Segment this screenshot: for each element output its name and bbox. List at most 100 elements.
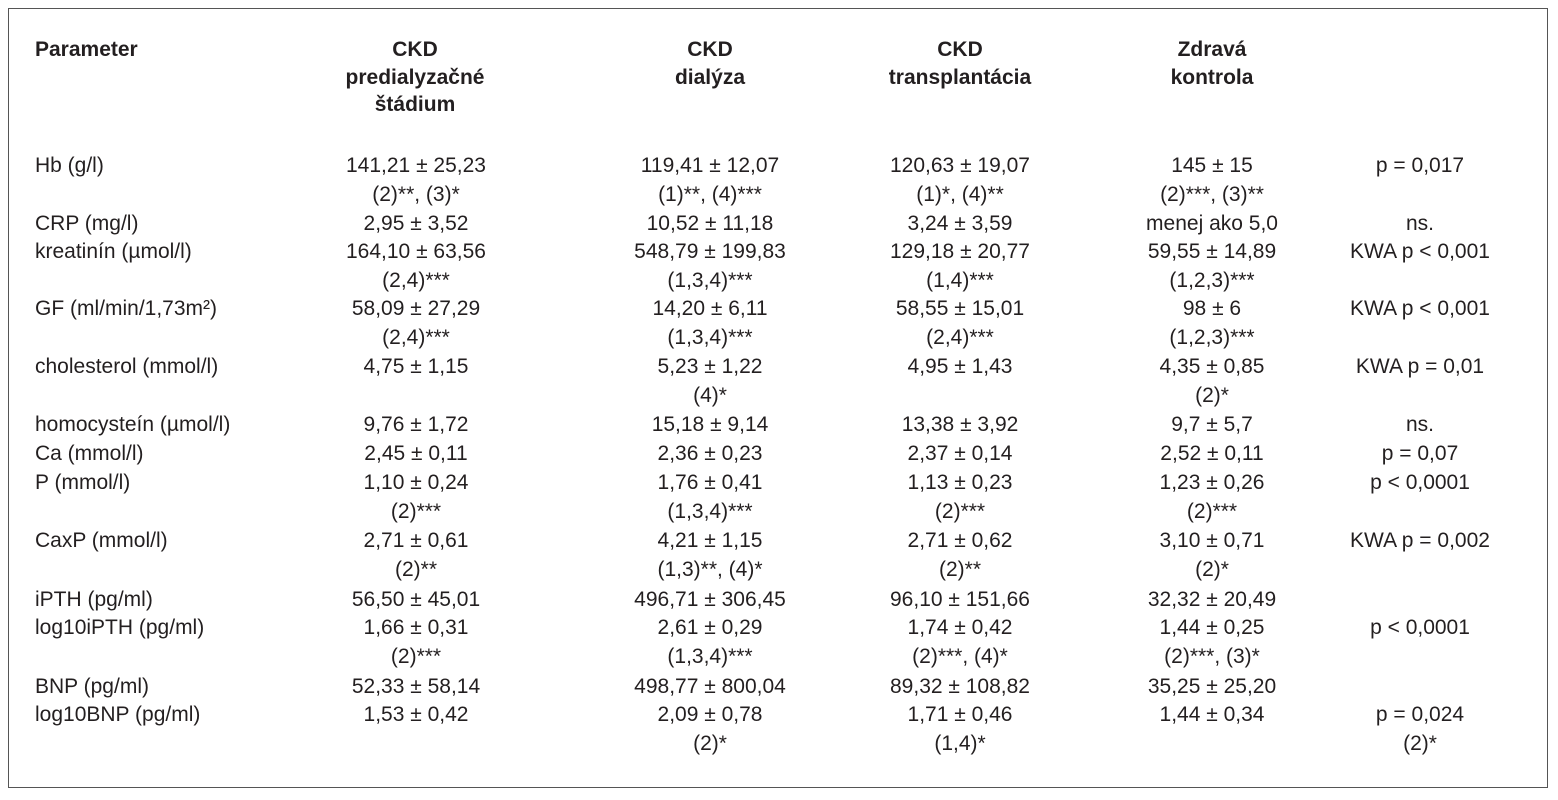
row-value-c4: 3,10 ± 0,71: [1159, 529, 1265, 552]
row-value-c4-significance: (2)***, (3)*: [1164, 644, 1260, 668]
row-value-c3: 96,10 ± 151,66: [890, 588, 1030, 611]
row-parameter: log10BNP (pg/ml): [35, 703, 201, 726]
row-pvalue: p = 0,07: [1381, 442, 1459, 465]
row-value-c4: 1,23 ± 0,26: [1159, 471, 1265, 494]
header-ckd-predialysis-line1: CKD: [392, 38, 438, 61]
row-value-c4: 4,35 ± 0,85: [1159, 355, 1265, 378]
row-value-c1: 164,10 ± 63,56: [346, 240, 486, 263]
row-value-c3: 3,24 ± 3,59: [907, 212, 1013, 235]
row-value-c1: 1,53 ± 0,42: [363, 703, 469, 726]
row-value-c2-significance: (1,3)**, (4)*: [657, 557, 763, 581]
row-parameter: P (mmol/l): [35, 471, 131, 494]
row-pvalue: p = 0,024: [1375, 703, 1465, 726]
row-value-c2: 2,36 ± 0,23: [657, 442, 763, 465]
row-pvalue: p = 0,017: [1375, 154, 1465, 177]
row-value-c1: 2,71 ± 0,61: [363, 529, 469, 552]
row-value-c1-significance: (2)***: [390, 644, 442, 668]
row-value-c2: 5,23 ± 1,22: [657, 355, 763, 378]
row-value-c2: 1,76 ± 0,41: [657, 471, 763, 494]
row-value-c1: 58,09 ± 27,29: [351, 297, 481, 320]
row-value-c1: 2,95 ± 3,52: [363, 212, 469, 235]
row-parameter: homocysteín (µmol/l): [35, 413, 231, 436]
row-value-c3: 129,18 ± 20,77: [890, 240, 1030, 263]
row-parameter: BNP (pg/ml): [35, 675, 149, 698]
row-value-c4: 145 ± 15: [1171, 154, 1253, 177]
row-value-c4: 32,32 ± 20,49: [1147, 588, 1277, 611]
header-healthy-control: Zdravá kontrola: [1112, 36, 1312, 91]
row-value-c2: 14,20 ± 6,11: [652, 297, 768, 320]
row-value-c3-significance: (1,4)***: [926, 268, 994, 292]
row-value-c4: 1,44 ± 0,34: [1159, 703, 1265, 726]
row-value-c3-significance: (1)*, (4)**: [916, 182, 1004, 206]
header-parameter: Parameter: [35, 38, 138, 61]
row-value-c2-significance: (2)*: [693, 731, 727, 755]
row-value-c1-significance: (2,4)***: [382, 325, 450, 349]
row-parameter: cholesterol (mmol/l): [35, 355, 219, 378]
row-parameter: CRP (mg/l): [35, 212, 139, 235]
row-pvalue: KWA p = 0,002: [1350, 529, 1490, 552]
row-value-c4-significance: (2)*: [1195, 557, 1229, 581]
row-value-c2: 2,61 ± 0,29: [657, 616, 763, 639]
header-ckd-dialysis-line1: CKD: [687, 38, 733, 61]
row-value-c2: 548,79 ± 199,83: [634, 240, 786, 263]
row-value-c2: 498,77 ± 800,04: [634, 675, 786, 698]
row-value-c4: menej ako 5,0: [1146, 212, 1278, 235]
row-value-c2: 119,41 ± 12,07: [640, 154, 780, 177]
row-value-c1-significance: (2)***: [390, 499, 442, 523]
row-value-c4-significance: (1,2,3)***: [1169, 325, 1255, 349]
row-value-c1: 141,21 ± 25,23: [346, 154, 486, 177]
header-ckd-dialysis: CKD dialýza: [610, 36, 810, 91]
row-value-c3: 1,13 ± 0,23: [907, 471, 1013, 494]
row-value-c1: 52,33 ± 58,14: [351, 675, 481, 698]
row-parameter: Hb (g/l): [35, 154, 104, 177]
row-value-c1-significance: (2,4)***: [382, 268, 450, 292]
header-ckd-transplant-line1: CKD: [937, 38, 983, 61]
row-pvalue: KWA p < 0,001: [1350, 297, 1490, 320]
row-value-c4-significance: (2)*: [1195, 383, 1229, 407]
row-value-c2: 15,18 ± 9,14: [651, 413, 769, 436]
header-ckd-dialysis-line2: dialýza: [674, 65, 746, 89]
row-parameter: kreatinín (µmol/l): [35, 240, 192, 263]
row-value-c2: 2,09 ± 0,78: [657, 703, 763, 726]
row-parameter: CaxP (mmol/l): [35, 529, 168, 552]
row-parameter: GF (ml/min/1,73m²): [35, 297, 218, 320]
row-value-c3: 1,74 ± 0,42: [907, 616, 1013, 639]
header-ckd-predialysis-line3: štádium: [374, 93, 456, 116]
row-value-c1: 2,45 ± 0,11: [364, 442, 468, 465]
row-value-c3: 2,37 ± 0,14: [907, 442, 1013, 465]
row-value-c2-significance: (1,3,4)***: [667, 325, 753, 349]
row-value-c1-significance: (2)**: [394, 557, 438, 581]
row-value-c4-significance: (2)***, (3)**: [1160, 182, 1264, 206]
row-value-c4: 2,52 ± 0,11: [1160, 442, 1264, 465]
row-value-c2: 4,21 ± 1,15: [657, 529, 763, 552]
row-parameter: Ca (mmol/l): [35, 442, 144, 465]
row-value-c4: 59,55 ± 14,89: [1147, 240, 1277, 263]
header-ckd-transplant-line2: transplantácia: [888, 65, 1032, 89]
row-value-c4: 1,44 ± 0,25: [1159, 616, 1265, 639]
row-value-c2-significance: (4)*: [693, 383, 727, 407]
row-value-c3-significance: (2)***: [934, 499, 986, 523]
row-value-c4-significance: (1,2,3)***: [1169, 268, 1255, 292]
row-value-c3-significance: (2)**: [938, 557, 982, 581]
row-value-c4-significance: (2)***: [1186, 499, 1238, 523]
row-value-c1: 9,76 ± 1,72: [363, 413, 469, 436]
row-value-c3: 13,38 ± 3,92: [901, 413, 1019, 436]
row-pvalue: ns.: [1405, 212, 1435, 235]
row-pvalue: KWA p = 0,01: [1355, 355, 1485, 378]
row-value-c1-significance: (2)**, (3)*: [372, 182, 460, 206]
row-value-c3: 89,32 ± 108,82: [890, 675, 1030, 698]
row-pvalue: p < 0,0001: [1370, 471, 1470, 494]
row-value-c3-significance: (2,4)***: [926, 325, 994, 349]
row-value-c3: 120,63 ± 19,07: [890, 154, 1030, 177]
header-ckd-predialysis: CKD predialyzačné štádium: [300, 36, 530, 119]
row-value-c3-significance: (1,4)*: [934, 731, 986, 755]
row-value-c2: 496,71 ± 306,45: [634, 588, 786, 611]
row-pvalue-significance: (2)*: [1403, 731, 1437, 755]
header-healthy-control-line2: kontrola: [1170, 65, 1254, 89]
row-value-c4: 35,25 ± 25,20: [1147, 675, 1277, 698]
row-value-c3: 4,95 ± 1,43: [907, 355, 1013, 378]
table-frame: [8, 8, 1548, 788]
row-value-c3: 2,71 ± 0,62: [907, 529, 1013, 552]
row-value-c4: 98 ± 6: [1182, 297, 1242, 320]
row-value-c2-significance: (1,3,4)***: [667, 644, 753, 668]
